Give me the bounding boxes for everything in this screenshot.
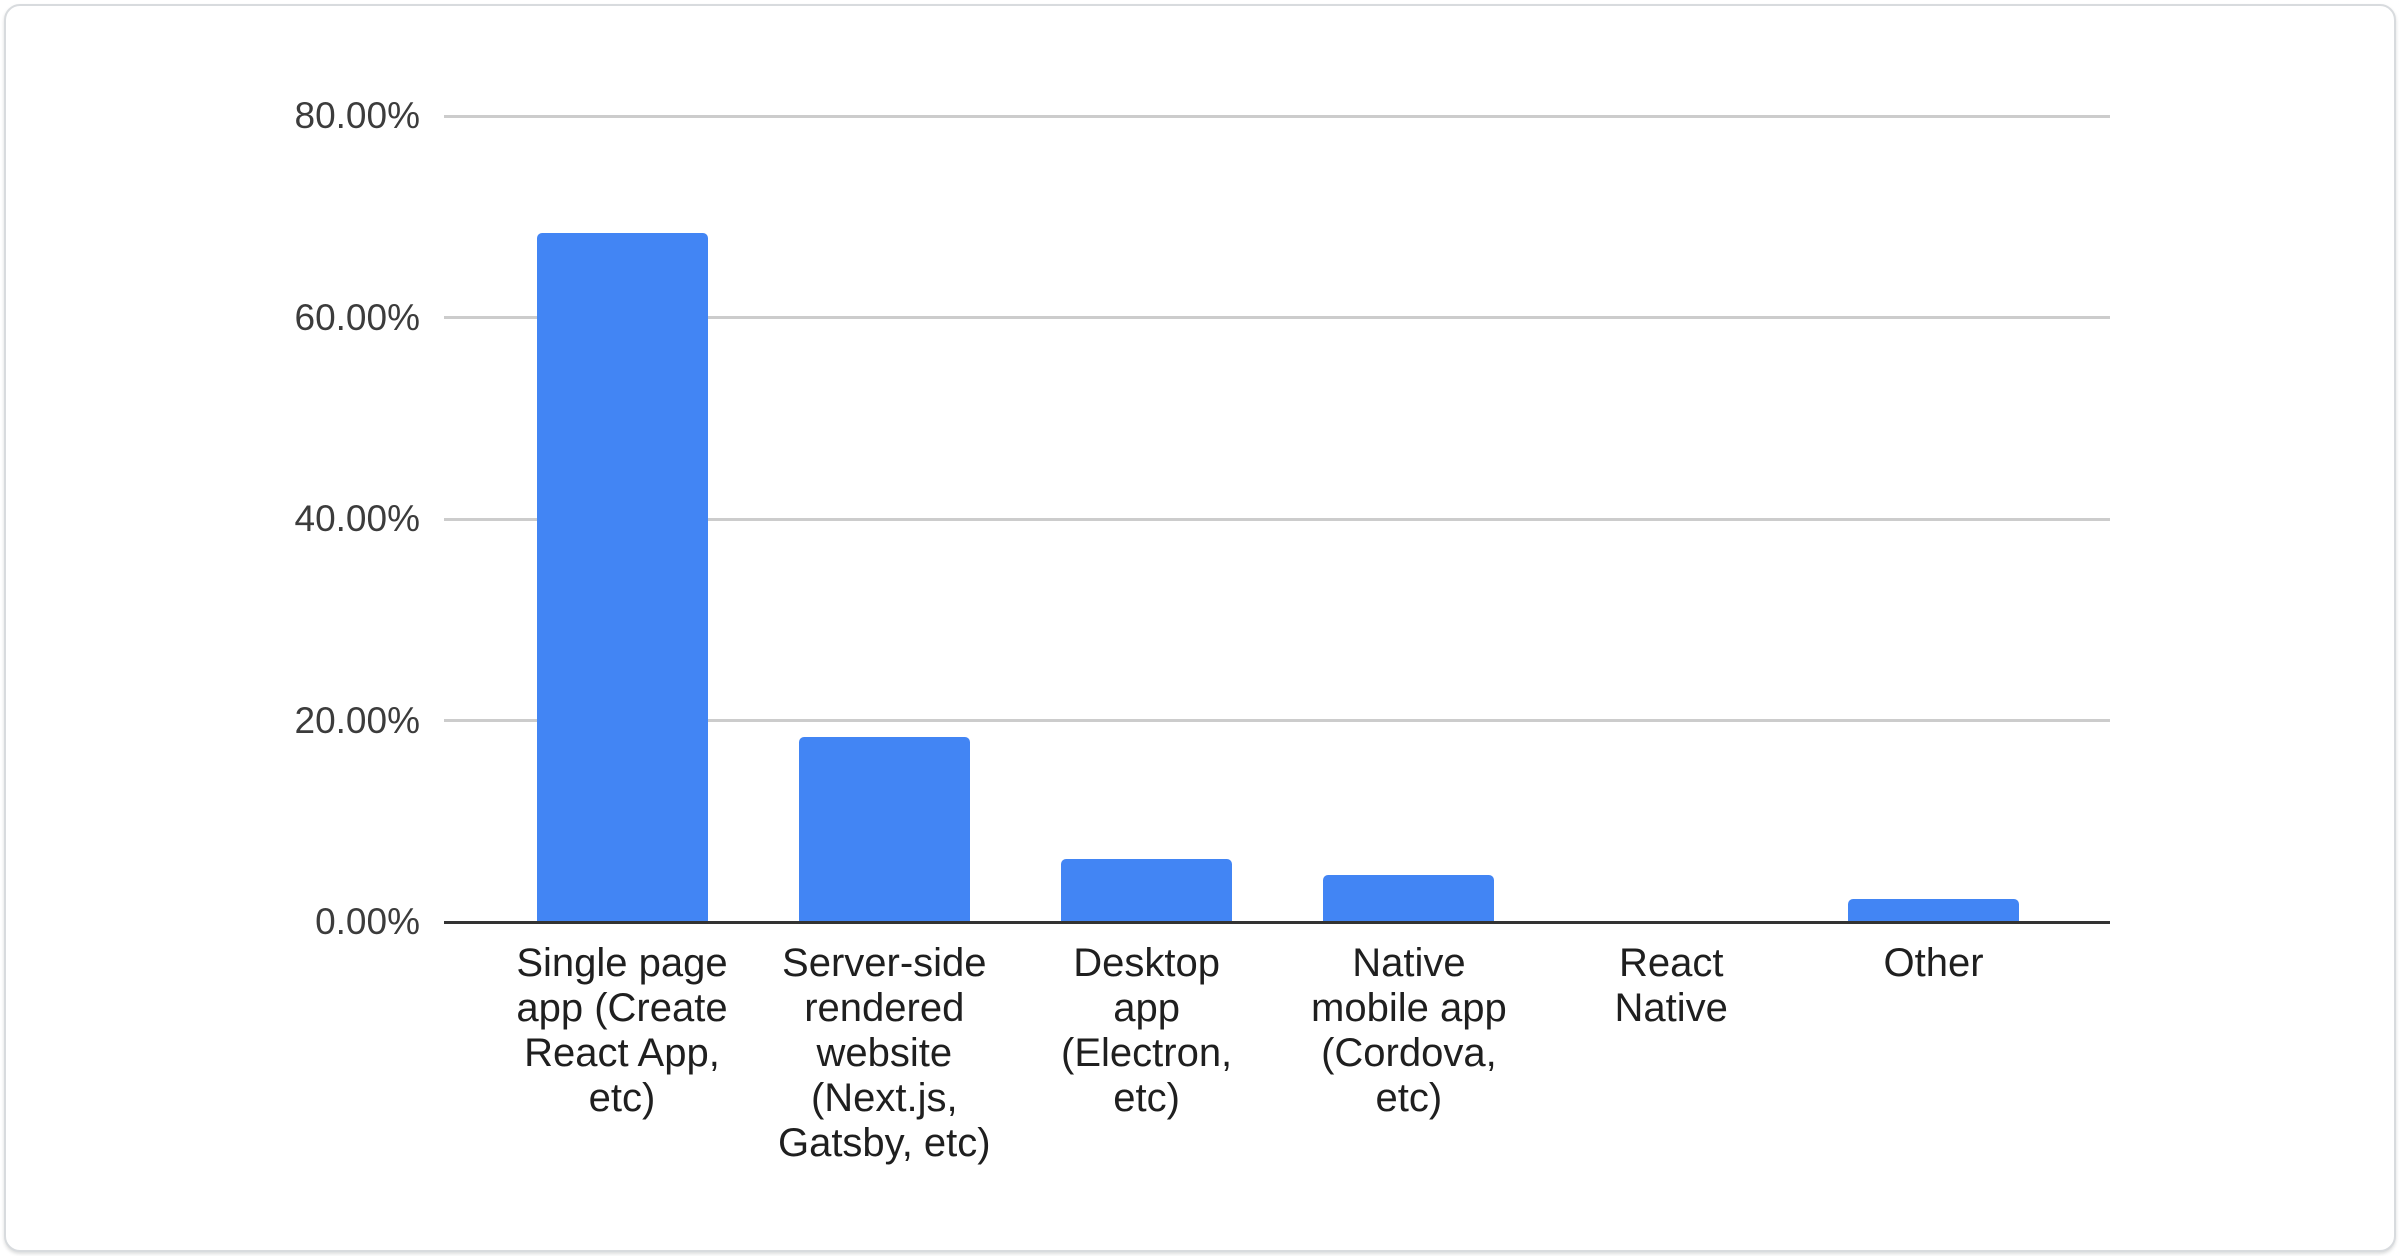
x-axis-label-line: Server-side: [782, 941, 987, 985]
x-axis-category-label: React Native: [1540, 941, 1802, 1031]
x-axis-label-line: (Cordova,: [1321, 1031, 1497, 1075]
y-axis-tick-label: 0.00%: [315, 901, 420, 942]
chart-card: [4, 4, 2396, 1252]
x-axis-label-line: React: [1618, 941, 1724, 985]
gridline: [444, 517, 2110, 521]
x-axis-category-label: Single page app (Create React App, etc): [491, 941, 753, 1121]
x-axis-category-label: Desktop app (Electron, etc): [1015, 941, 1277, 1121]
x-axis-category-label: Server-side rendered website (Next.js, Gatsb…: [753, 941, 1015, 1166]
x-axis-label-line: (Next.js,: [810, 1076, 958, 1120]
bar[interactable]: [536, 233, 708, 922]
x-axis-label-line: rendered: [804, 986, 965, 1030]
gridline: [444, 719, 2110, 722]
y-axis-tick-label: 20.00%: [294, 699, 421, 741]
x-axis-label-line: mobile app: [1311, 986, 1507, 1030]
x-axis-category-label: Other: [1802, 941, 2064, 986]
bar[interactable]: [1061, 859, 1233, 922]
gridline: [444, 316, 2110, 319]
x-axis-label-line: Desktop: [1073, 941, 1220, 985]
x-axis-label-line: etc): [1375, 1076, 1443, 1120]
x-axis-baseline: [444, 921, 2110, 924]
x-axis-label-line: app: [1113, 986, 1180, 1030]
x-axis-label-line: app (Create: [516, 986, 728, 1030]
x-axis-label-line: Native: [1614, 986, 1728, 1030]
x-axis-label-line: React App,: [524, 1031, 720, 1075]
bar[interactable]: [798, 737, 970, 922]
bar[interactable]: [1848, 899, 2019, 922]
x-axis-category-label: Native mobile app (Cordova, etc): [1278, 941, 1540, 1121]
x-axis-label-line: Native: [1352, 941, 1466, 985]
y-axis-tick-label: 80.00%: [294, 95, 421, 136]
x-axis-label-line: website: [816, 1031, 953, 1075]
y-axis-tick-label: 60.00%: [294, 296, 421, 338]
x-axis-label-line: Other: [1883, 941, 1984, 985]
x-axis-label-line: etc): [1113, 1076, 1180, 1120]
bar[interactable]: [1323, 875, 1495, 922]
x-axis-label-line: (Electron,: [1061, 1031, 1233, 1075]
x-axis-label-line: Single page: [516, 941, 728, 985]
x-axis-label-line: Gatsby, etc): [777, 1121, 991, 1165]
y-axis-tick-label: 40.00%: [294, 498, 421, 539]
gridline: [444, 114, 2110, 118]
x-axis-label-line: etc): [588, 1076, 656, 1120]
